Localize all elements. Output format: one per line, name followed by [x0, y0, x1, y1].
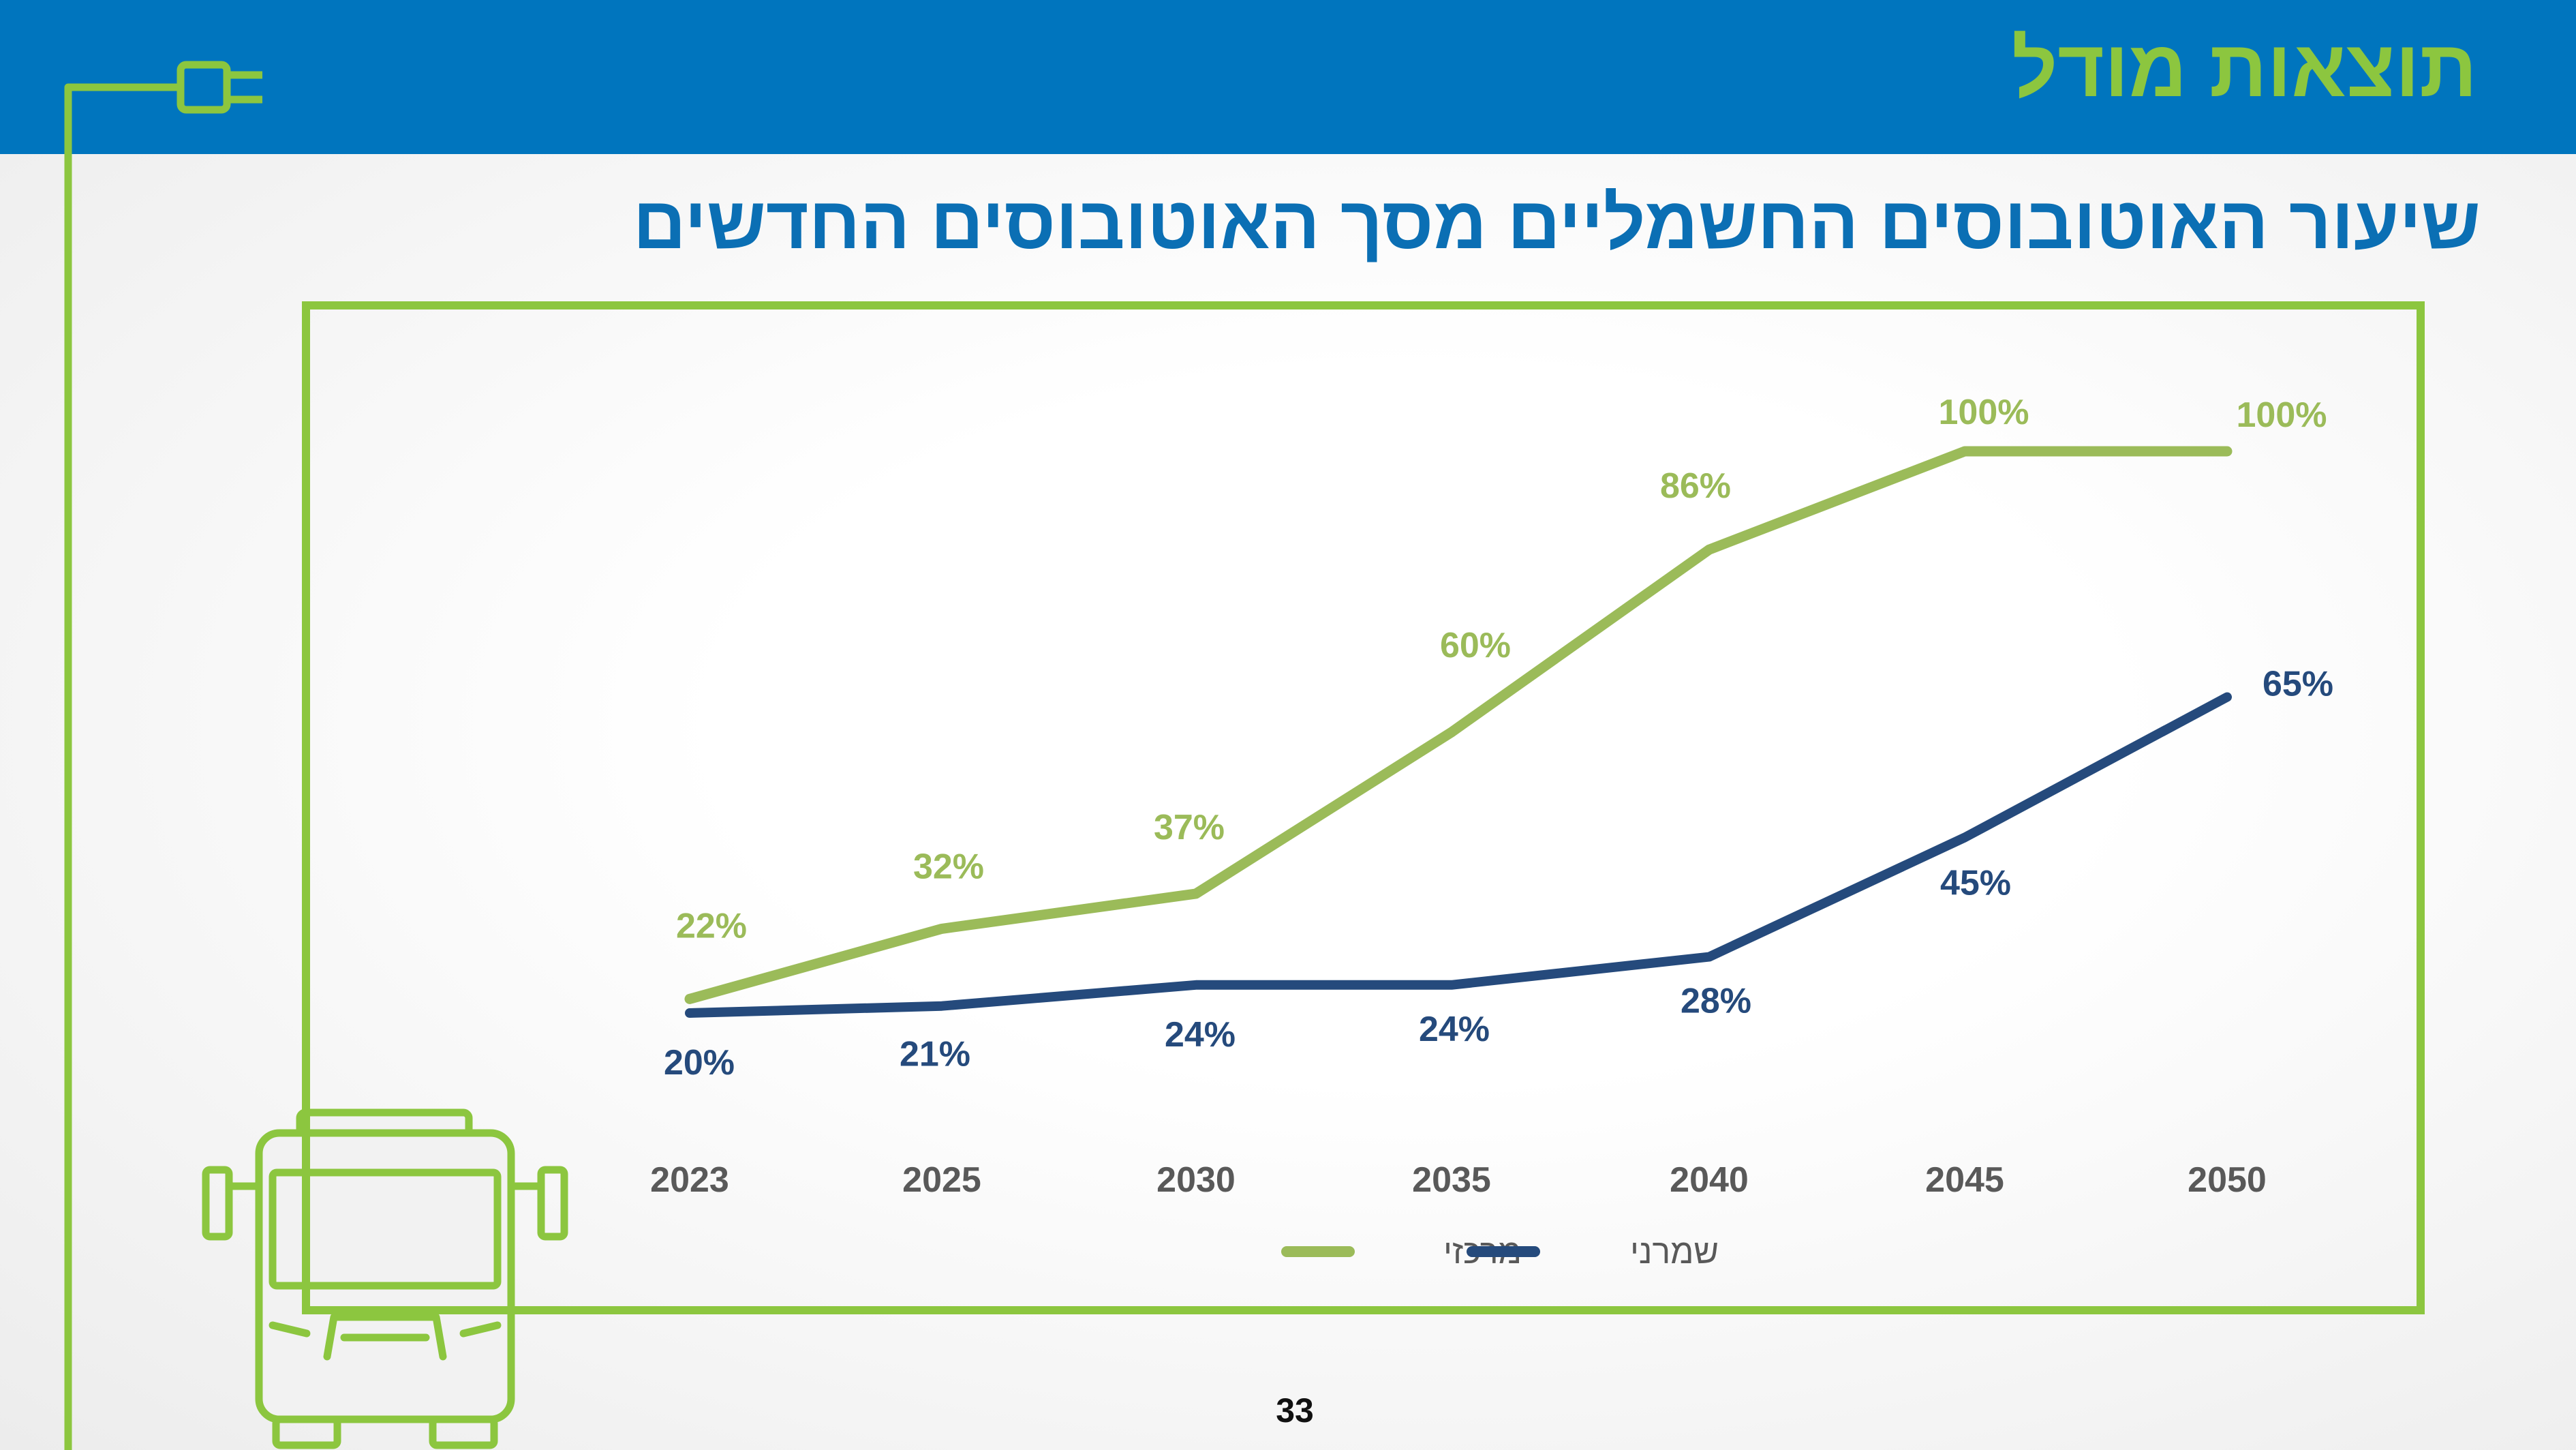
data-label: 37%	[1154, 808, 1225, 847]
data-label: 60%	[1440, 626, 1511, 665]
data-label: 22%	[676, 906, 747, 946]
slide-title: שיעור האוטובוסים החשמליים מסך האוטובוסים…	[632, 181, 2481, 264]
x-tick-label: 2023	[650, 1160, 729, 1200]
data-label: 28%	[1681, 982, 1751, 1021]
x-tick-label: 2030	[1156, 1160, 1236, 1200]
data-label: 65%	[2263, 665, 2333, 704]
bus-icon	[202, 1108, 568, 1449]
chart-frame	[302, 301, 2425, 1314]
x-tick-label: 2050	[2188, 1160, 2267, 1200]
x-tick-label: 2035	[1412, 1160, 1491, 1200]
page-number: 33	[1276, 1391, 1314, 1430]
data-label: 20%	[664, 1043, 735, 1083]
x-tick-label: 2025	[902, 1160, 981, 1200]
data-label: 86%	[1660, 466, 1731, 506]
section-title: תוצאות מודל	[2011, 24, 2477, 114]
plug-icon	[64, 61, 262, 1450]
data-label: 100%	[2237, 395, 2327, 435]
series-line-1	[685, 692, 2232, 1018]
data-label: 45%	[1940, 864, 2011, 903]
data-label: 24%	[1419, 1010, 1490, 1049]
data-label: 32%	[913, 847, 984, 886]
data-label: 21%	[900, 1035, 970, 1074]
x-tick-label: 2040	[1670, 1160, 1749, 1200]
series-line-0	[684, 446, 2233, 1004]
data-label: 100%	[1939, 393, 2029, 432]
legend-label: שמרני	[1630, 1233, 1719, 1271]
header-bar	[0, 0, 2576, 154]
x-tick-label: 2045	[1925, 1160, 2004, 1200]
data-label: 24%	[1165, 1015, 1236, 1055]
